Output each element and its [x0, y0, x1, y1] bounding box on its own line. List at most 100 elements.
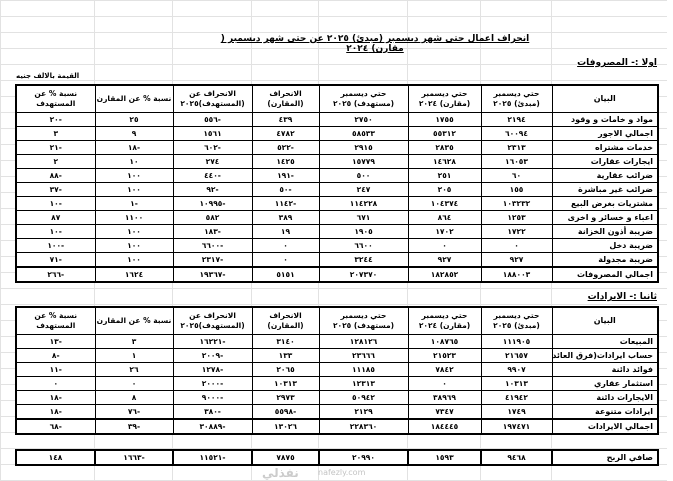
cell: ٥٠٠	[318, 168, 409, 183]
cell: ٢٠٩٩٠	[318, 449, 409, 466]
cell: الانحراف عن (المستهدف)٢٠٢٥	[172, 306, 253, 335]
cell: ١٧٢٢	[480, 224, 553, 239]
row-label: اعباء و خسائر و اخرى	[551, 210, 659, 225]
table-row: ضرائب عقارية ٦٠ ٢٥١ ٥٠٠ -١٩١ -٤٤٠ ١٠٠ -٨٨	[15, 168, 659, 183]
row-label: اجمالي الاجور	[551, 126, 659, 141]
cell: ٢٧٥٠	[318, 112, 409, 127]
cell: ١٥٩٣	[407, 449, 482, 466]
row-label: ضرائب عقارية	[551, 168, 659, 183]
cell: -٣٠٨٨٩	[172, 418, 253, 435]
cell: ٠	[480, 238, 553, 253]
row-label: ضريبة مجدولة	[551, 252, 659, 268]
table-row: اعباء و خسائر و اخرى ١٢٥٣ ٨٦٤ ٦٧١ ٣٨٩ ٥٨٢ ١١٠٠…	[15, 210, 659, 225]
cell: ١٤٨	[15, 449, 96, 466]
table-row: مشتريات بغرض البيع ١٠٣٢٣٢ ١٠٤٣٧٤ ١١٤٢٢٨ -١١٤…	[15, 196, 659, 211]
cell: ١٠٠	[94, 238, 174, 253]
cell: ٢٠٧٣٧٠	[318, 266, 409, 283]
cell: ١٠٨٧٦٥	[407, 334, 482, 349]
report-title: انحراف اعمال حتى شهر ديسمبر (مبدئ) ٢٠٢٥ …	[220, 34, 530, 54]
cell: ٢١٥٢٣	[407, 348, 482, 363]
cell: -٤٤٠	[172, 168, 253, 183]
cell: ٨٦٤	[407, 210, 482, 225]
cell: ١٦٠٥٣	[480, 154, 553, 169]
cell: -٢٣١٧	[172, 252, 253, 268]
cell: -٣٧	[15, 182, 96, 197]
cell: ٤٣٩	[251, 112, 320, 127]
cell: حتي ديسمبر (مبدئ) ٢٠٢٥	[480, 306, 553, 335]
row-label: المبيعات	[551, 334, 659, 349]
cell: ٢٢٨٣٦٠	[318, 418, 409, 435]
row-label: اجمالي الايرادات	[551, 418, 659, 435]
cell: ٣	[15, 126, 96, 141]
cell: -٧١	[15, 252, 96, 268]
cell: -٦٦٠٠	[172, 238, 253, 253]
cell: ٦٠	[480, 168, 553, 183]
cell: ٢	[15, 154, 96, 169]
cell: ٠	[407, 376, 482, 391]
cell: ١٠	[94, 154, 174, 169]
cell: ٩٤٦٨	[480, 449, 553, 466]
table-row: ضريبة دخل ٠ ٠ ٦٦٠٠ ٠ -٦٦٠٠ ١٠٠ -١٠٠	[15, 238, 659, 253]
row-label: خدمات مشتراه	[551, 140, 659, 155]
cell: -١٠	[15, 196, 96, 211]
cell: -٨٨	[15, 168, 96, 183]
cell: ١٣٠٢٦	[251, 418, 320, 435]
cell: ٧٣٤٧	[407, 404, 482, 420]
cell: ١٠٣٢٣٢	[480, 196, 553, 211]
table-row: خدمات مشتراه ٢٣١٣ ٢٨٣٥ ٢٩١٥ -٥٢٢ -٦٠٢ -١٨ -٢١	[15, 140, 659, 155]
cell: ١٠٠	[94, 252, 174, 268]
cell: حتي ديسمبر (مستهدف) ٢٠٢٥	[318, 84, 409, 113]
cell: ٢٨٣٥	[407, 140, 482, 155]
cell: -٩٠٠٠	[172, 390, 253, 405]
cell: نسبة % عن المقارن	[94, 84, 174, 113]
row-label: ضريبة دخل	[551, 238, 659, 253]
cell: ٢١٦٥٧	[480, 348, 553, 363]
table-row: المبيعات ١١١٩٠٥ ١٠٨٧٦٥ ١٢٨١٢٦ ٣١٤٠ -١٦٢٢١ ٣ -١٣	[15, 334, 659, 349]
cell: ١٩	[251, 224, 320, 239]
cell: -١٠٩٩٥	[172, 196, 253, 211]
cell: ٥٠٩٤٢	[318, 390, 409, 405]
cell: ٣٢٤٤	[318, 252, 409, 268]
cell: ٠	[94, 376, 174, 391]
cell: ٤٧٨٢	[251, 126, 320, 141]
cell: -٨	[15, 348, 96, 363]
cell: -٣٨٠	[172, 404, 253, 420]
cell: ١٤٢٥	[251, 154, 320, 169]
cell: ٢٠٥	[407, 182, 482, 197]
cell: ٩	[94, 126, 174, 141]
row-label: ضرائب غير مباشرة	[551, 182, 659, 197]
cell: -٢١	[15, 140, 96, 155]
cell: ٣١٤٠	[251, 334, 320, 349]
cell: ١٠٣١٣	[251, 376, 320, 391]
header-row: البيان حتي ديسمبر (مبدئ) ٢٠٢٥ حتي ديسمبر (…	[15, 84, 659, 113]
cell: ٢٧٤	[172, 154, 253, 169]
table-row: صافي الربح ٩٤٦٨ ١٥٩٣ ٢٠٩٩٠ ٧٨٧٥ -١١٥٢١ -١٦٦٣ ١٤…	[15, 449, 659, 466]
cell: ٨	[94, 390, 174, 405]
cell: ٩٢٧	[480, 252, 553, 268]
cell: ١٠٠	[94, 168, 174, 183]
cell: ١٧٤٩	[480, 404, 553, 420]
revenues-section-title: ثانيا :- الايرادات	[587, 292, 657, 302]
cell: -٢٠٠٠	[172, 376, 253, 391]
cell: الانحراف عن (المستهدف)٢٠٢٥	[172, 84, 253, 113]
cell: ٥٨٥٣٣	[318, 126, 409, 141]
cell: -١٨	[15, 404, 96, 420]
cell: ٠	[407, 238, 482, 253]
cell: ٣٨٩٦٩	[407, 390, 482, 405]
table-row: استثمار عقاري ١٠٣١٣ ٠ ١٢٣١٣ ١٠٣١٣ -٢٠٠٠ ٠ ٠	[15, 376, 659, 391]
cell: ١٩٧٤٧١	[480, 418, 553, 435]
cell: -٧٦	[94, 404, 174, 420]
table-row: مواد و خامات و وقود ٢١٩٤ ١٧٥٥ ٢٧٥٠ ٤٣٩ -٥٥٦ ٢٥…	[15, 112, 659, 127]
cell: -١٩١	[251, 168, 320, 183]
cell: ١١٤٢٢٨	[318, 196, 409, 211]
expenses-section-title: اولا :- المصروفات	[577, 58, 657, 68]
cell: ٨٧	[15, 210, 96, 225]
cell: ١٧٥٥	[407, 112, 482, 127]
cell: نسبة % عن المقارن	[94, 306, 174, 335]
cell: -٣٩	[94, 418, 174, 435]
cell: ٩٢٧	[407, 252, 482, 268]
cell: ١٥٥	[480, 182, 553, 197]
cell: ٩٩٠٧	[480, 362, 553, 377]
row-label: فوائد دائنة	[551, 362, 659, 377]
row-label: ايرادات متنوعة	[551, 404, 659, 420]
